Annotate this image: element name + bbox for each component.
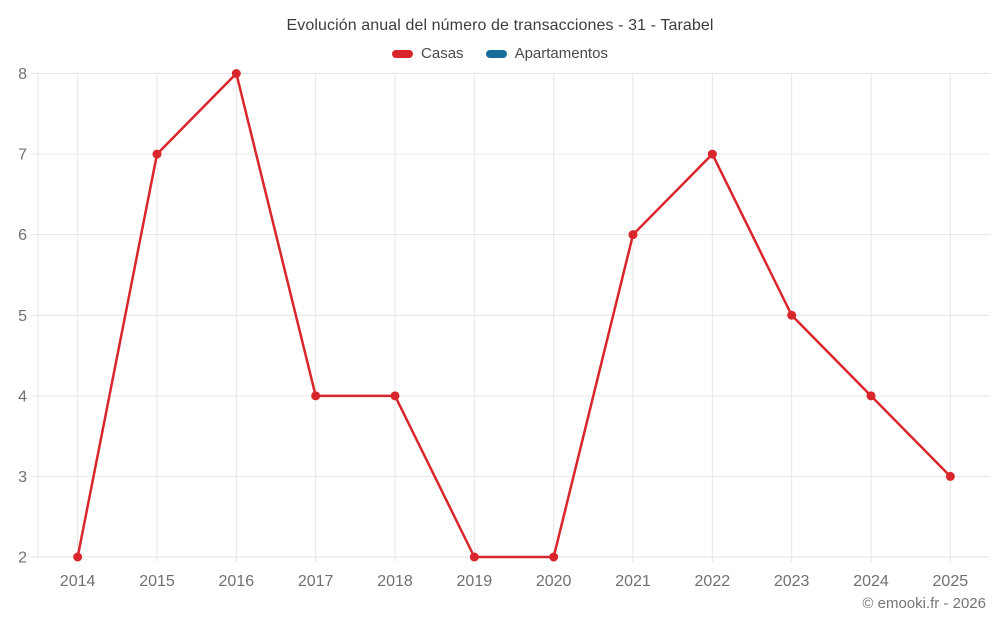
- legend-item-apartamentos[interactable]: Apartamentos: [485, 45, 608, 62]
- y-tick-label: 8: [18, 66, 27, 83]
- x-tick-label: 2017: [298, 573, 334, 590]
- legend-label-casas: Casas: [421, 45, 464, 62]
- data-point-casas[interactable]: [787, 310, 797, 320]
- x-tick-label: 2023: [774, 573, 810, 590]
- x-tick-label: 2018: [377, 573, 413, 590]
- y-tick-label: 5: [18, 308, 27, 325]
- x-tick-label: 2024: [853, 573, 889, 590]
- x-tick-label: 2022: [695, 573, 731, 590]
- x-tick-label: 2019: [457, 573, 493, 590]
- legend-label-apartamentos: Apartamentos: [514, 45, 608, 62]
- data-point-casas[interactable]: [707, 149, 717, 159]
- data-point-casas[interactable]: [469, 552, 479, 562]
- legend-swatch-casas-icon: [392, 49, 414, 58]
- x-tick-label: 2025: [933, 573, 969, 590]
- data-point-casas[interactable]: [866, 391, 876, 401]
- legend-swatch-apartamentos-icon: [485, 49, 507, 58]
- data-point-casas[interactable]: [390, 391, 400, 401]
- y-tick-label: 3: [18, 469, 27, 486]
- y-tick-label: 6: [18, 227, 27, 244]
- chart-title: Evolución anual del número de transaccio…: [286, 17, 714, 34]
- data-point-casas[interactable]: [945, 471, 955, 481]
- data-point-casas[interactable]: [311, 391, 321, 401]
- legend-item-casas[interactable]: Casas: [392, 45, 464, 62]
- series-line-casas: [76, 72, 952, 559]
- data-point-casas[interactable]: [549, 552, 559, 562]
- x-tick-label: 2021: [615, 573, 651, 590]
- data-point-casas[interactable]: [231, 69, 241, 78]
- y-tick-label: 7: [18, 147, 27, 164]
- chart-legend: Casas Apartamentos: [0, 45, 1000, 62]
- x-tick-label: 2015: [139, 573, 175, 590]
- x-tick-label: 2014: [60, 573, 96, 590]
- data-point-casas[interactable]: [73, 552, 83, 562]
- data-point-casas[interactable]: [152, 149, 162, 159]
- y-tick-label: 2: [18, 550, 27, 567]
- data-point-casas[interactable]: [628, 230, 638, 240]
- footer-credit: © emooki.fr - 2026: [862, 595, 986, 612]
- x-tick-label: 2016: [219, 573, 255, 590]
- x-tick-label: 2020: [536, 573, 572, 590]
- y-tick-label: 4: [18, 388, 27, 405]
